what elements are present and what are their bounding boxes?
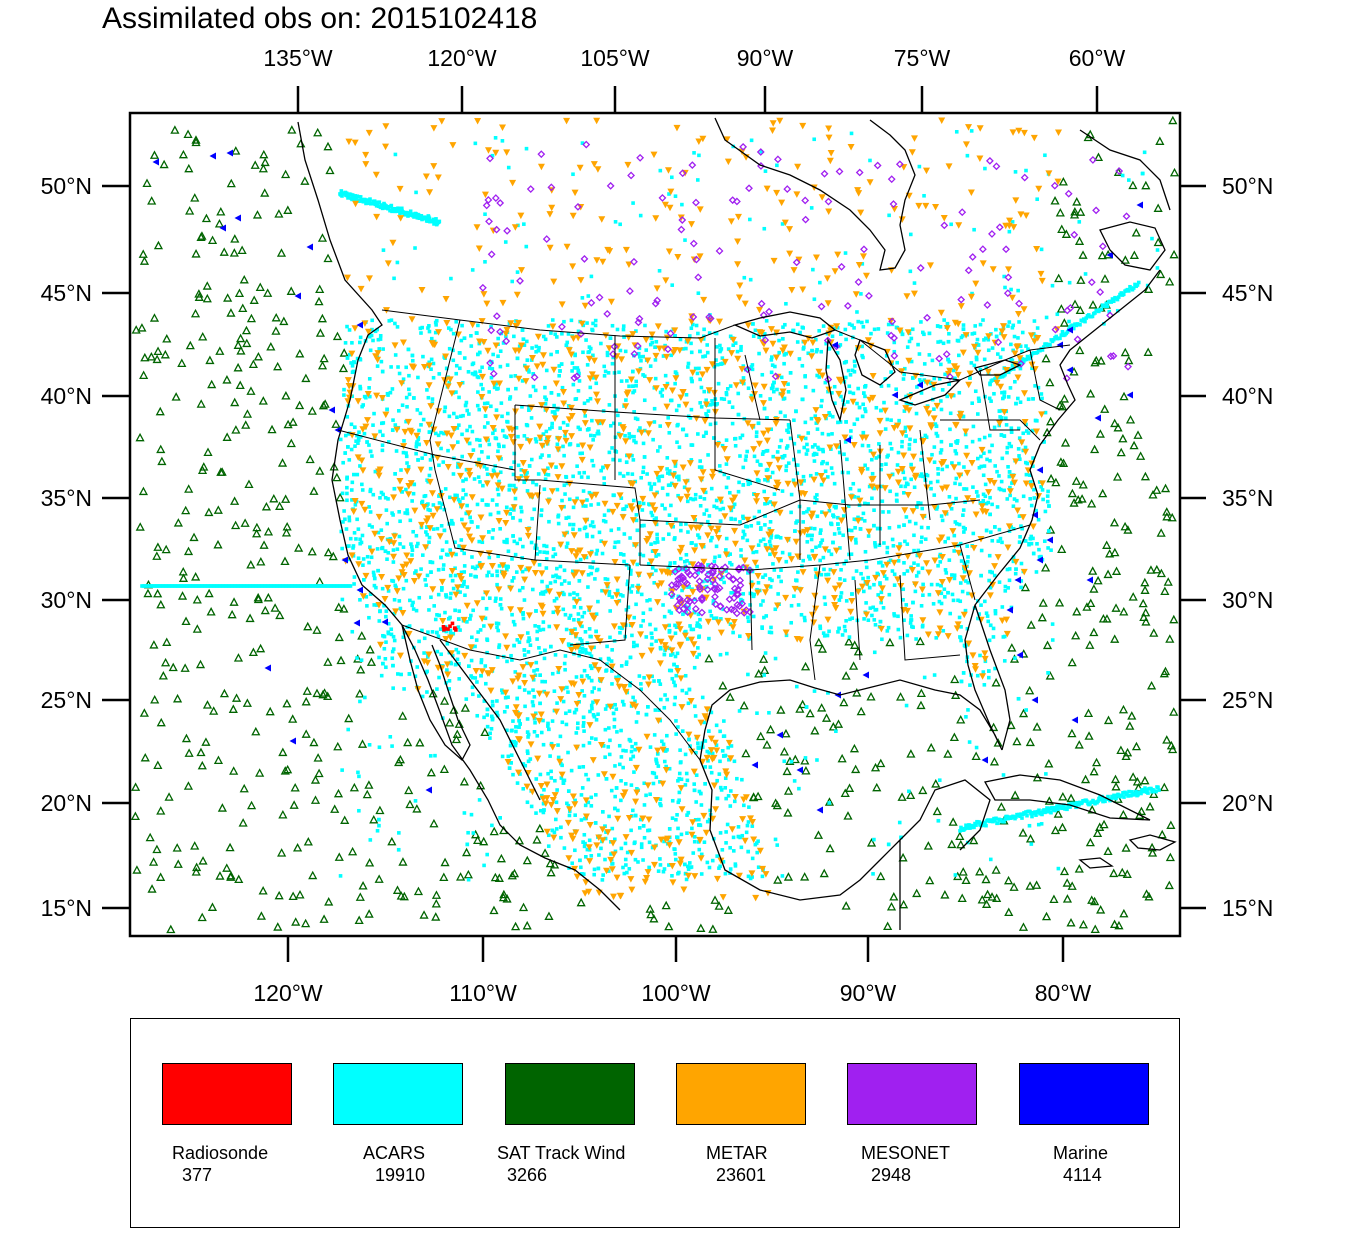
coastlines	[297, 117, 1177, 930]
map-frame	[128, 111, 1182, 938]
legend-item-sat-track-wind: SAT Track Wind 3266	[497, 1063, 635, 1185]
top-lon-label: 90°W	[737, 45, 794, 71]
us-canada-border	[381, 309, 736, 339]
legend-label: METAR	[706, 1143, 768, 1163]
legend-item-marine: Marine 4114	[1019, 1063, 1149, 1185]
legend-swatch	[1019, 1063, 1149, 1125]
political-boundaries	[337, 309, 1071, 761]
left-lat-label: 40°N	[41, 383, 92, 409]
lake-huron	[854, 339, 896, 386]
lake-erie	[898, 378, 962, 406]
top-lon-label: 120°W	[427, 45, 497, 71]
map-panel	[128, 111, 1182, 938]
legend-swatch	[847, 1063, 977, 1125]
legend-count: 377	[182, 1165, 213, 1185]
legend-item-radiosonde: Radiosonde 377	[162, 1063, 292, 1185]
cuba-coastline	[983, 774, 1151, 821]
right-lat-label: 30°N	[1222, 587, 1273, 613]
baja-coastline	[401, 624, 471, 762]
tick-labels: 135°W 120°W 105°W 90°W 75°W 60°W 120°W 110°W 100…	[41, 45, 1274, 1006]
left-lat-label: 15°N	[41, 895, 92, 921]
top-lon-label: 60°W	[1069, 45, 1126, 71]
hispaniola-coastline	[1128, 834, 1177, 851]
left-lat-label: 25°N	[41, 687, 92, 713]
legend-swatch	[676, 1063, 806, 1125]
top-lon-label: 105°W	[580, 45, 650, 71]
bottom-lon-label: 100°W	[641, 980, 711, 1006]
hudson-bay-coastline	[714, 117, 916, 271]
us-mexico-border	[401, 624, 701, 761]
labrador-coastline	[1079, 129, 1171, 211]
legend-count: 19910	[375, 1165, 426, 1185]
observation-map: 135°W 120°W 105°W 90°W 75°W 60°W 120°W 110°W 100…	[41, 45, 1274, 1006]
right-lat-label: 25°N	[1222, 687, 1273, 713]
left-lat-label: 50°N	[41, 173, 92, 199]
bottom-lon-label: 80°W	[1035, 980, 1092, 1006]
legend-label: ACARS	[363, 1143, 426, 1163]
legend-count: 4114	[1063, 1165, 1102, 1185]
lake-michigan	[825, 337, 847, 423]
bottom-lon-label: 90°W	[840, 980, 897, 1006]
mexico-east-coast	[699, 759, 901, 930]
left-lat-label: 35°N	[41, 485, 92, 511]
gulf-coastline	[699, 269, 1161, 761]
legend: Radiosonde 377 ACARS 19910 SAT Track Wind 326…	[130, 1018, 1180, 1228]
left-lat-label: 45°N	[41, 280, 92, 306]
right-lat-label: 40°N	[1222, 383, 1273, 409]
florida-coastline	[974, 604, 1011, 751]
map-title: Assimilated obs on: 2015102418	[102, 2, 538, 35]
legend-count: 2948	[871, 1165, 912, 1185]
bottom-lon-label: 120°W	[253, 980, 323, 1006]
west-coastline	[297, 121, 621, 911]
yucatan-coastline	[899, 779, 991, 851]
legend-swatch	[162, 1063, 292, 1125]
top-lon-label: 135°W	[263, 45, 333, 71]
legend-swatch	[333, 1063, 463, 1125]
legend-swatch	[505, 1063, 635, 1125]
legend-item-mesonet: MESONET 2948	[847, 1063, 977, 1185]
lake-ontario	[973, 359, 1022, 376]
jamaica-coastline	[1078, 857, 1114, 869]
gulf-of-california	[439, 639, 541, 801]
top-lon-label: 75°W	[894, 45, 951, 71]
right-lat-label: 20°N	[1222, 790, 1273, 816]
newfoundland-coastline	[1099, 221, 1166, 271]
observation-marks	[130, 115, 1180, 934]
right-lat-label: 15°N	[1222, 895, 1273, 921]
tick-marks	[102, 86, 1206, 962]
legend-item-metar: METAR 23601	[676, 1063, 806, 1185]
bottom-lon-label: 110°W	[449, 980, 517, 1006]
legend-label: Marine	[1053, 1143, 1109, 1163]
right-lat-label: 35°N	[1222, 485, 1273, 511]
legend-label: Radiosonde	[172, 1143, 269, 1163]
legend-item-acars: ACARS 19910	[333, 1063, 463, 1185]
right-lat-label: 45°N	[1222, 280, 1273, 306]
legend-count: 3266	[507, 1165, 548, 1185]
legend-label: SAT Track Wind	[497, 1143, 626, 1163]
legend-count: 23601	[716, 1165, 767, 1185]
right-lat-label: 50°N	[1222, 173, 1273, 199]
legend-label: MESONET	[861, 1143, 951, 1163]
left-lat-label: 30°N	[41, 587, 92, 613]
left-lat-label: 20°N	[41, 790, 92, 816]
